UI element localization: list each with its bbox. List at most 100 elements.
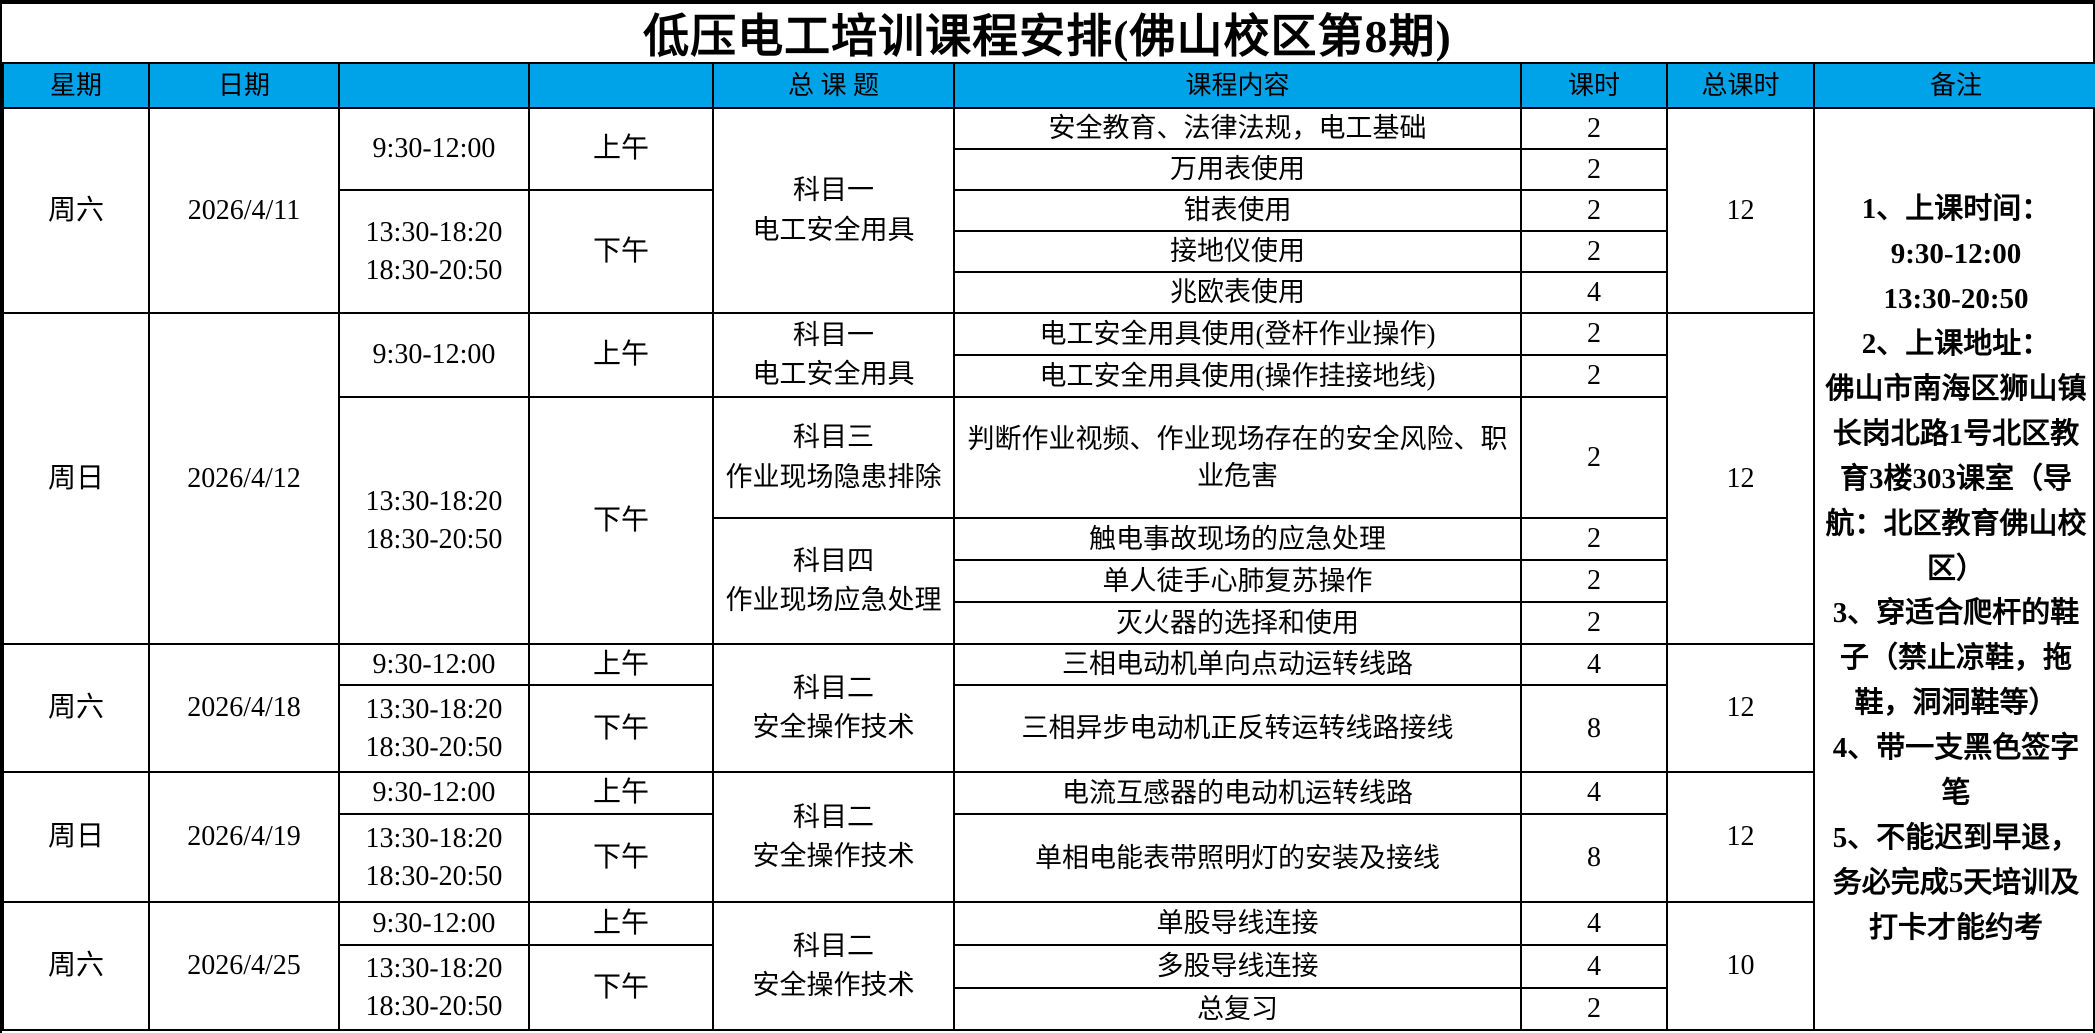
time-cell-am: 9:30-12:00 [338,312,530,398]
schedule-table: 星期 日期 总 课 题 课程内容 课时 总课时 备注 周六 2026/4/11 … [2,62,2095,1031]
course-name-cell: 单人徒手心肺复苏操作 [953,559,1522,603]
session-cell-pm: 下午 [528,189,714,314]
time-cell-pm: 13:30-18:20 18:30-20:50 [338,944,530,1031]
table-row: 周日 2026/4/19 9:30-12:00 上午 科目二 安全操作技术 电流… [2,771,2095,903]
total-hours-cell: 12 [1666,771,1815,903]
total-hours-cell: 12 [1666,107,1815,314]
course-name-cell: 三相电动机单向点动运转线路 [953,643,1522,686]
header-week: 星期 [2,62,150,109]
day-cell: 周六 [2,643,150,773]
course-name-cell: 总复习 [953,987,1522,1031]
remark-item: 1、上课时间： 9:30-12:00 13:30-20:50 [1861,193,2051,315]
subject-cell: 科目二 安全操作技术 [712,901,955,1031]
header-topic: 总 课 题 [712,62,955,109]
session-cell-am: 上午 [528,643,714,686]
date-cell: 2026/4/12 [148,312,340,645]
date-cell: 2026/4/19 [148,771,340,903]
time-cell-am: 9:30-12:00 [338,901,530,946]
time-cell-pm: 13:30-18:20 18:30-20:50 [338,813,530,903]
total-hours-cell: 12 [1666,312,1815,645]
session-cell-am: 上午 [528,901,714,946]
header-content: 课程内容 [953,62,1522,109]
hours-cell: 2 [1520,517,1668,561]
hours-cell: 2 [1520,396,1668,519]
day-cell: 周六 [2,901,150,1031]
date-cell: 2026/4/11 [148,107,340,314]
header-blank-1 [338,62,530,109]
hours-cell: 4 [1520,643,1668,686]
course-name-cell: 电流互感器的电动机运转线路 [953,771,1522,815]
remark-item: 2、上课地址： 佛山市南海区狮山镇长岗北路1号北区教育3楼303课室（导航：北区… [1825,327,2087,585]
course-name-cell: 安全教育、法律法规，电工基础 [953,107,1522,150]
course-name-cell: 单相电能表带照明灯的安装及接线 [953,813,1522,903]
date-cell: 2026/4/18 [148,643,340,773]
remark-item: 4、带一支黑色签字笔 [1832,732,2080,810]
time-cell-pm: 13:30-18:20 18:30-20:50 [338,684,530,773]
session-cell-pm: 下午 [528,813,714,903]
course-name-cell: 三相异步电动机正反转运转线路接线 [953,684,1522,773]
hours-cell: 4 [1520,944,1668,989]
hours-cell: 4 [1520,271,1668,314]
subject-cell: 科目二 安全操作技术 [712,643,955,773]
subject-cell: 科目四 作业现场应急处理 [712,517,955,645]
table-row: 13:30-18:20 18:30-20:50 下午 单相电能表带照明灯的安装及… [3,813,2095,903]
header-date: 日期 [148,62,340,109]
table-row: 13:30-18:20 18:30-20:50 下午 多股导线连接 4 [3,944,2095,1031]
table-row: 周六 2026/4/11 9:30-12:00 上午 科目一 电工安全用具 安全… [2,107,2095,1031]
course-name-cell: 多股导线连接 [953,944,1522,989]
hours-cell: 2 [1520,189,1668,232]
hours-cell: 2 [1520,601,1668,645]
hours-cell: 2 [1520,354,1668,398]
course-name-cell: 灭火器的选择和使用 [953,601,1522,645]
remark-item: 5、不能迟到早退，务必完成5天培训及打卡才能约考 [1832,822,2080,945]
table-row: 兆欧表使用 4 [3,271,2095,314]
time-cell-am: 9:30-12:00 [338,771,530,815]
header-row: 星期 日期 总 课 题 课程内容 课时 总课时 备注 [2,62,2095,109]
session-cell-pm: 下午 [528,944,714,1031]
header-total-hours: 总课时 [1666,62,1815,109]
table-row: 单人徒手心肺复苏操作 2 [3,559,2095,603]
day-cell: 周日 [2,312,150,645]
session-cell-pm: 下午 [528,396,714,645]
hours-cell: 2 [1520,559,1668,603]
hours-cell: 4 [1520,901,1668,946]
table-row: 周六 2026/4/18 9:30-12:00 上午 科目二 安全操作技术 三相… [2,643,2095,773]
table-row: 灭火器的选择和使用 2 [3,601,2095,645]
course-name-cell: 钳表使用 [953,189,1522,232]
table-row: 周六 2026/4/25 9:30-12:00 上午 科目二 安全操作技术 单股… [2,901,2095,1031]
session-cell-pm: 下午 [528,684,714,773]
subject-cell: 科目二 安全操作技术 [712,771,955,903]
session-cell-am: 上午 [528,107,714,191]
hours-cell: 2 [1520,987,1668,1031]
course-name-cell: 兆欧表使用 [953,271,1522,314]
header-remark: 备注 [1813,62,2095,109]
course-name-cell: 电工安全用具使用(操作挂接地线) [953,354,1522,398]
hours-cell: 8 [1520,684,1668,773]
hours-cell: 8 [1520,813,1668,903]
hours-cell: 2 [1520,312,1668,356]
course-name-cell: 电工安全用具使用(登杆作业操作) [953,312,1522,356]
course-name-cell: 单股导线连接 [953,901,1522,946]
page-title: 低压电工培训课程安排(佛山校区第8期) [643,11,1452,62]
course-name-cell: 判断作业视频、作业现场存在的安全风险、职业危害 [953,396,1522,519]
time-cell-pm: 13:30-18:20 18:30-20:50 [338,189,530,314]
table-row: 电工安全用具使用(操作挂接地线) 2 [3,354,2095,398]
remarks-cell: 1、上课时间： 9:30-12:00 13:30-20:50 2、上课地址： 佛… [1813,107,2095,1031]
subject-cell: 科目一 电工安全用具 [712,107,955,314]
header-blank-2 [528,62,714,109]
table-row: 接地仪使用 2 [3,230,2095,273]
subject-cell: 科目一 电工安全用具 [712,312,955,398]
time-cell-pm: 13:30-18:20 18:30-20:50 [338,396,530,645]
table-row: 总复习 2 [3,987,2095,1031]
session-cell-am: 上午 [528,771,714,815]
hours-cell: 2 [1520,230,1668,273]
session-cell-am: 上午 [528,312,714,398]
course-name-cell: 触电事故现场的应急处理 [953,517,1522,561]
time-cell-am: 9:30-12:00 [338,107,530,191]
subject-cell: 科目三 作业现场隐患排除 [712,396,955,519]
header-hours: 课时 [1520,62,1668,109]
course-name-cell: 接地仪使用 [953,230,1522,273]
hours-cell: 4 [1520,771,1668,815]
table-row: 周日 2026/4/12 9:30-12:00 上午 科目一 电工安全用具 电工… [2,312,2095,645]
